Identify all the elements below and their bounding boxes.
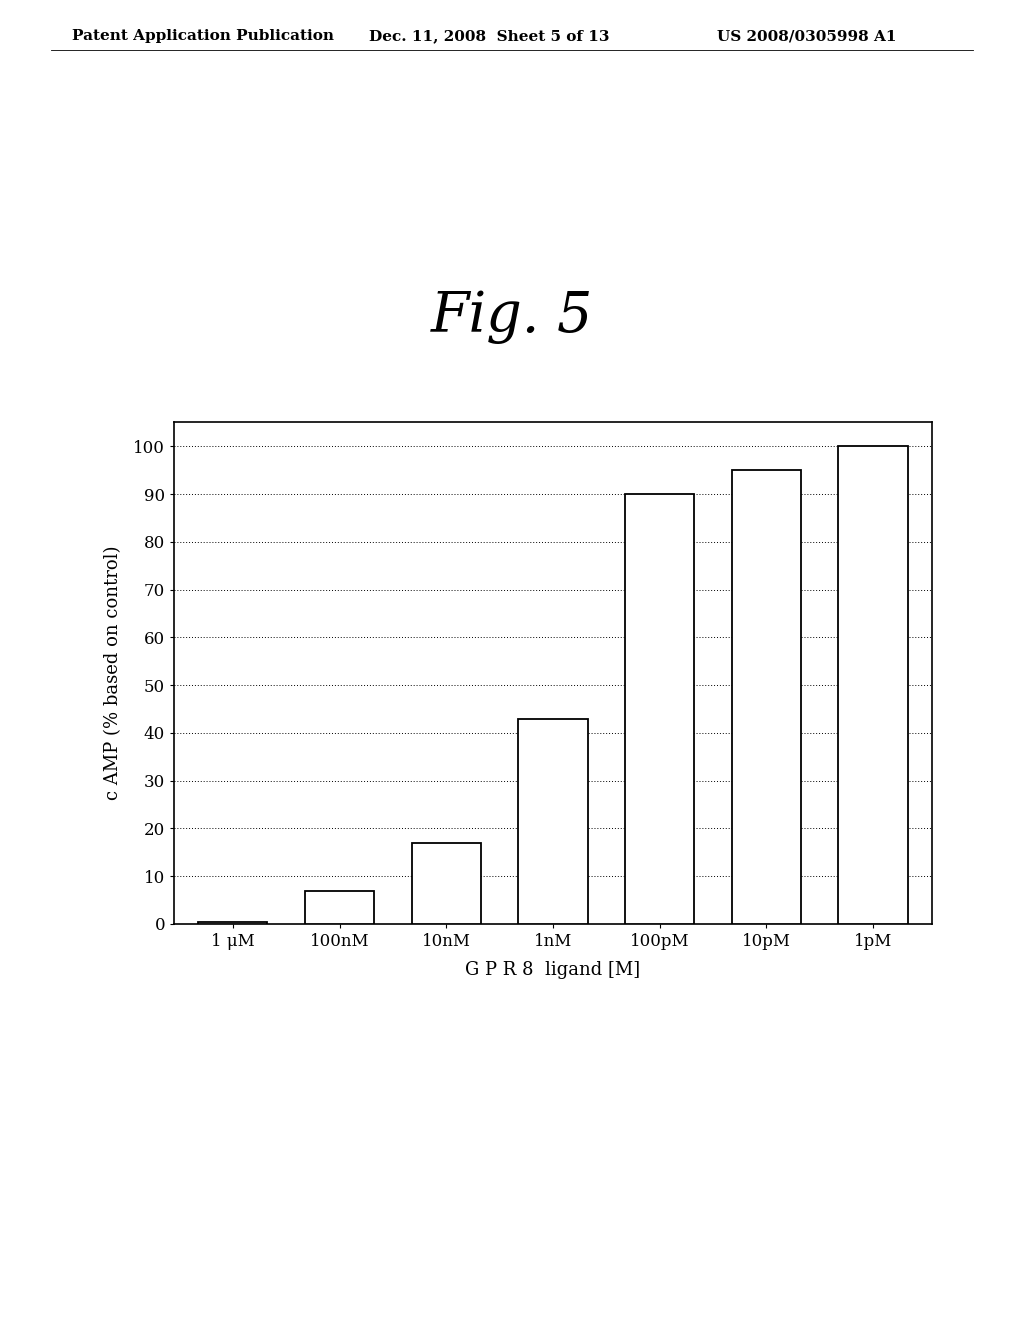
Text: Patent Application Publication: Patent Application Publication xyxy=(72,29,334,44)
Bar xyxy=(839,446,908,924)
Text: Fig. 5: Fig. 5 xyxy=(431,289,593,345)
Bar xyxy=(518,718,588,924)
Bar xyxy=(305,891,374,924)
Bar xyxy=(732,470,801,924)
Y-axis label: c AMP (% based on control): c AMP (% based on control) xyxy=(104,546,122,800)
Text: Dec. 11, 2008  Sheet 5 of 13: Dec. 11, 2008 Sheet 5 of 13 xyxy=(369,29,609,44)
X-axis label: G P R 8  ligand [M]: G P R 8 ligand [M] xyxy=(465,961,641,979)
Bar xyxy=(625,494,694,924)
Bar xyxy=(198,921,267,924)
Bar xyxy=(412,842,481,924)
Text: US 2008/0305998 A1: US 2008/0305998 A1 xyxy=(717,29,896,44)
